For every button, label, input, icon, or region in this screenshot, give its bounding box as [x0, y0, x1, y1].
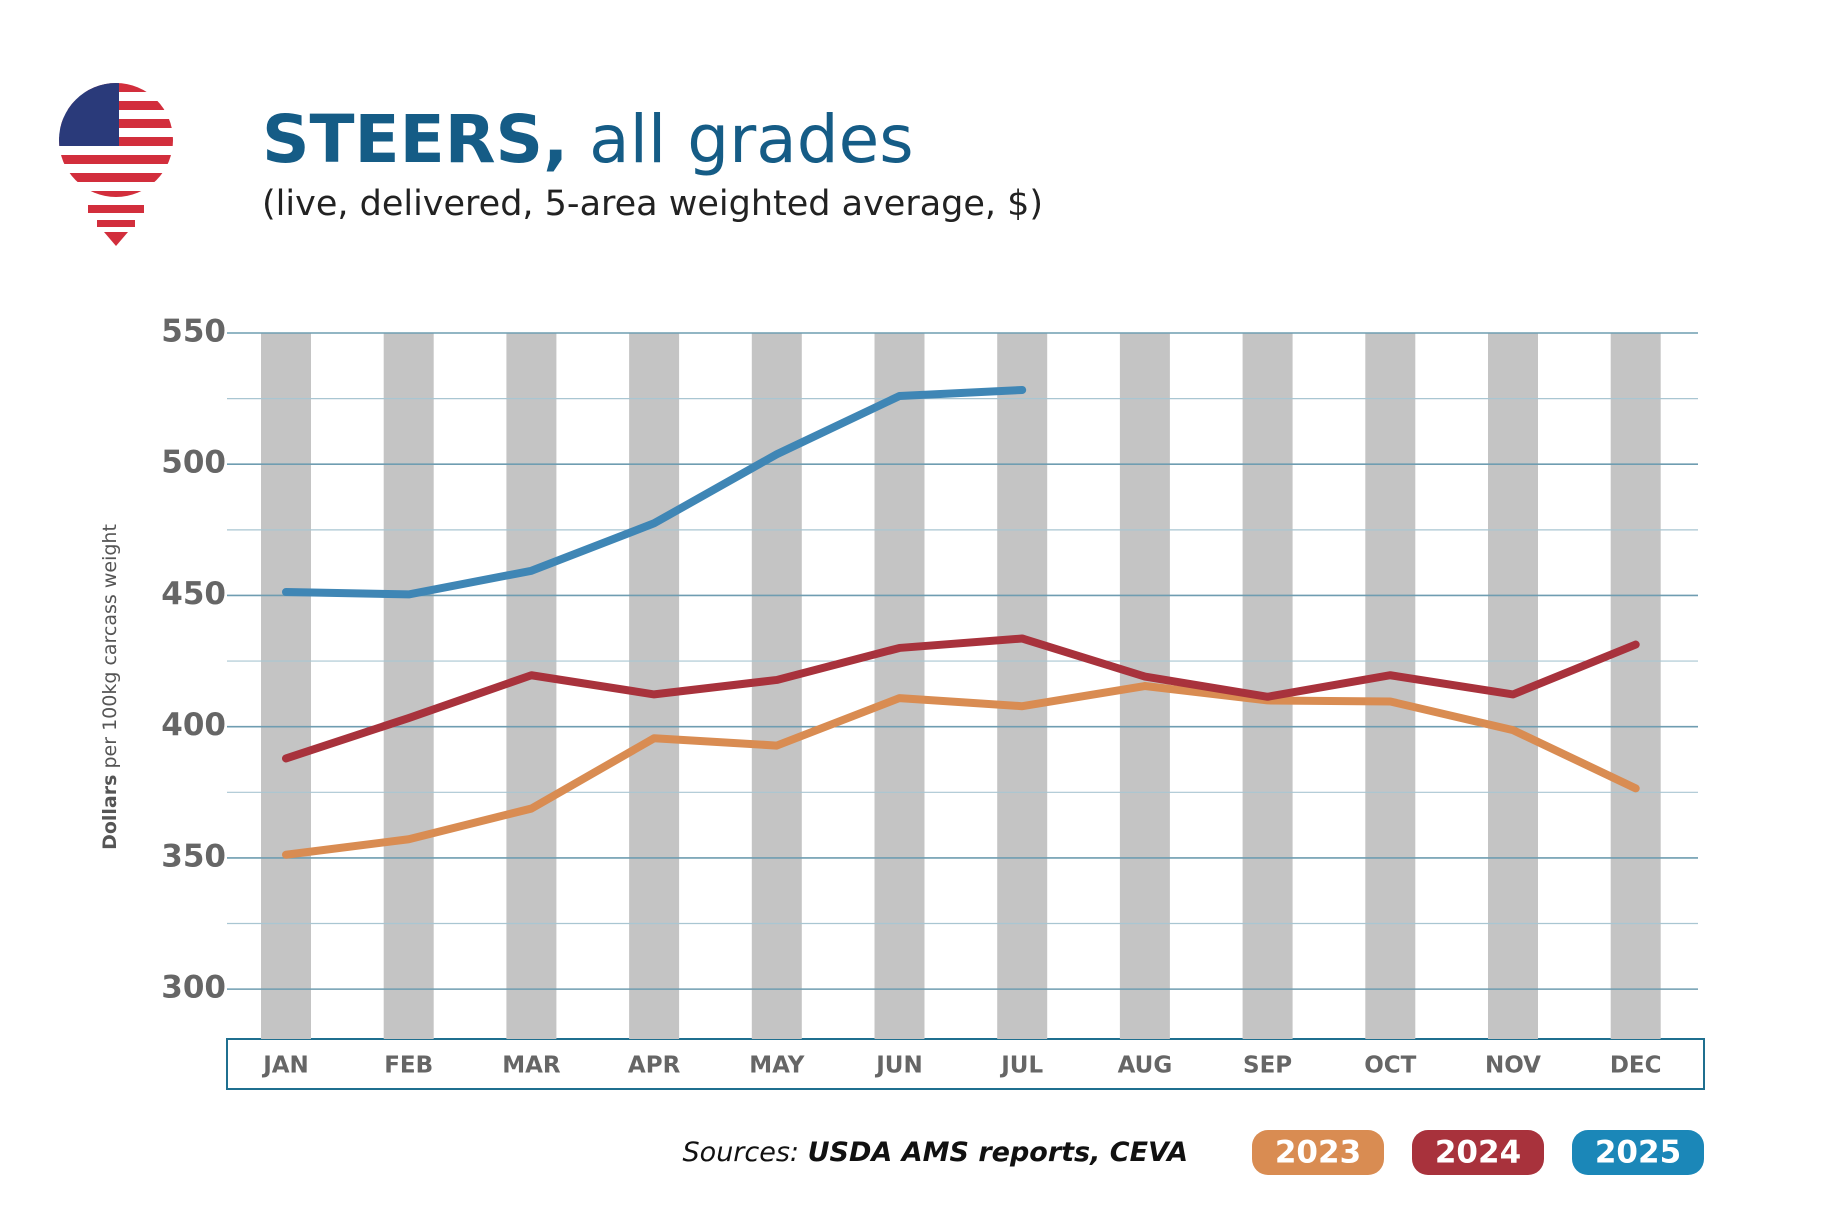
- source: Sources: USDA AMS reports, CEVA: [683, 1137, 1188, 1168]
- x-tick-label: OCT: [1364, 1053, 1416, 1079]
- x-tick-label: JUN: [874, 1053, 922, 1079]
- column-band: [506, 333, 557, 1039]
- column-band: [1242, 333, 1293, 1039]
- legend-pill: [1572, 1130, 1704, 1175]
- x-tick-label: MAR: [502, 1053, 561, 1079]
- y-tick-label: 300: [161, 970, 226, 1006]
- source-label: Sources:: [683, 1137, 800, 1168]
- column-band: [261, 333, 311, 1039]
- legend-label: 2023: [1275, 1135, 1361, 1171]
- x-tick-label: SEP: [1243, 1053, 1292, 1079]
- column-band: [383, 333, 434, 1039]
- chart-title: STEERS, all grades: [262, 101, 914, 178]
- column-band: [1365, 333, 1416, 1039]
- title-rest: all grades: [589, 101, 913, 178]
- y-label-rest: per 100kg carcass weight: [99, 524, 121, 768]
- legend-pill: [1252, 1130, 1384, 1175]
- source-text: USDA AMS reports, CEVA: [808, 1137, 1188, 1168]
- x-tick-label: JUL: [999, 1053, 1043, 1079]
- legend-label: 2025: [1595, 1135, 1681, 1171]
- x-tick-label: APR: [628, 1053, 681, 1079]
- x-tick-label: MAY: [749, 1053, 804, 1079]
- y-label-bold: Dollars: [99, 775, 121, 850]
- x-tick-label: AUG: [1118, 1053, 1173, 1079]
- column-band: [1610, 333, 1661, 1039]
- series-line: [282, 634, 1640, 763]
- title-bold: STEERS,: [262, 101, 568, 178]
- series-line: [282, 682, 1640, 859]
- column-band: [874, 333, 925, 1039]
- subtitle: (live, delivered, 5-area weighted averag…: [262, 184, 1043, 224]
- x-tick-label: NOV: [1485, 1053, 1541, 1079]
- y-tick-label: 550: [161, 314, 226, 350]
- y-tick-label: 350: [161, 838, 226, 874]
- x-tick-label: DEC: [1610, 1053, 1662, 1079]
- y-tick-label: 500: [161, 445, 226, 481]
- y-axis-label: Dollars per 100kg carcass weight: [99, 524, 121, 850]
- flag-icon: [59, 83, 173, 246]
- series-line: [282, 385, 1027, 599]
- category-box: [226, 1038, 1705, 1090]
- column-band: [629, 333, 680, 1039]
- y-tick-label: 400: [161, 707, 226, 743]
- x-tick-label: FEB: [384, 1053, 433, 1079]
- legend-pill: [1412, 1130, 1544, 1175]
- column-band: [997, 333, 1048, 1039]
- legend-label: 2024: [1435, 1135, 1521, 1171]
- y-tick-label: 450: [161, 576, 226, 612]
- x-tick-label: JAN: [261, 1053, 309, 1079]
